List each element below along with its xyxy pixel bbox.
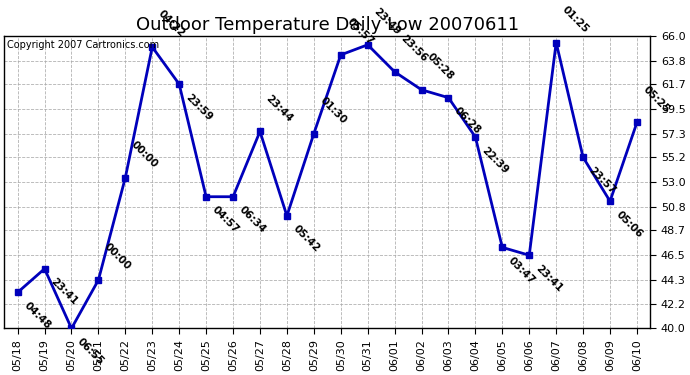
Text: 23:41: 23:41: [48, 277, 79, 307]
Text: 00:00: 00:00: [130, 139, 160, 170]
Text: 23:56: 23:56: [399, 33, 429, 64]
Text: 03:47: 03:47: [506, 255, 537, 286]
Text: 06:55: 06:55: [75, 336, 106, 367]
Text: 23:44: 23:44: [264, 93, 295, 124]
Text: 00:00: 00:00: [102, 242, 133, 272]
Text: 05:57: 05:57: [345, 16, 375, 47]
Text: 05:06: 05:06: [614, 209, 644, 240]
Text: 01:30: 01:30: [318, 95, 348, 126]
Text: 05:25: 05:25: [641, 84, 671, 114]
Text: 23:49: 23:49: [372, 6, 402, 37]
Text: 05:42: 05:42: [291, 224, 322, 254]
Text: 04:22: 04:22: [157, 9, 187, 39]
Text: Copyright 2007 Cartronics.com: Copyright 2007 Cartronics.com: [8, 40, 159, 50]
Text: 01:25: 01:25: [560, 4, 591, 34]
Text: 23:41: 23:41: [533, 263, 564, 294]
Text: 06:28: 06:28: [453, 105, 483, 136]
Text: 04:48: 04:48: [21, 300, 52, 331]
Text: 06:34: 06:34: [237, 205, 268, 235]
Text: 04:57: 04:57: [210, 205, 241, 235]
Title: Outdoor Temperature Daily Low 20070611: Outdoor Temperature Daily Low 20070611: [136, 16, 519, 34]
Text: 22:39: 22:39: [480, 145, 510, 176]
Text: 23:57: 23:57: [587, 165, 618, 196]
Text: 23:59: 23:59: [184, 92, 214, 123]
Text: 05:28: 05:28: [426, 51, 456, 82]
